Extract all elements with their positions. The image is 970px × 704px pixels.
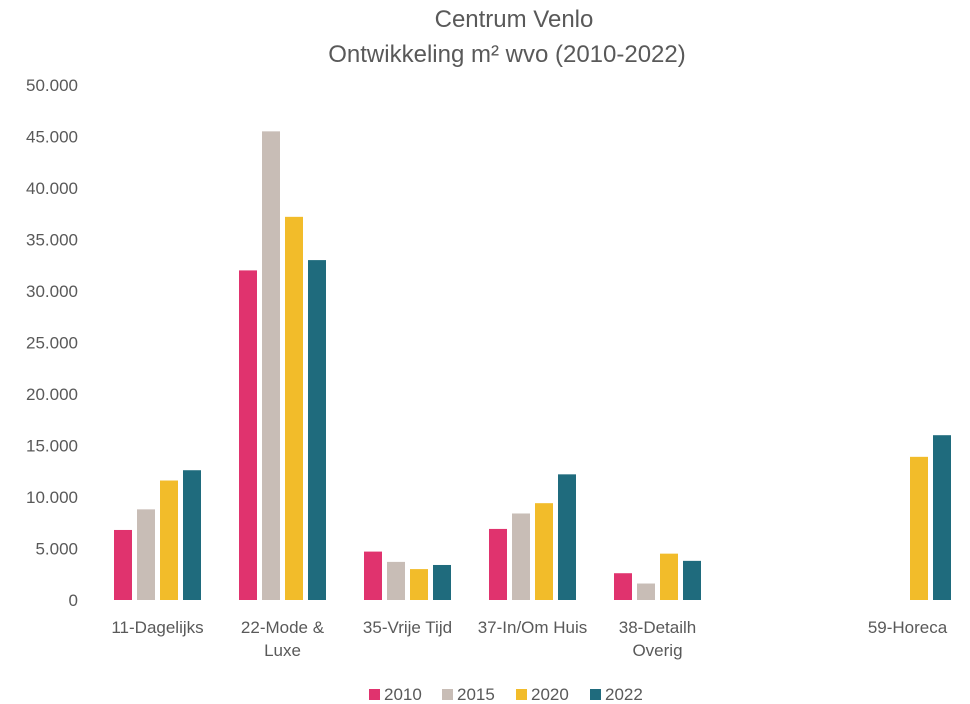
y-tick-label: 25.000 — [26, 334, 78, 353]
legend-swatch-2020 — [516, 689, 527, 700]
legend-label-2010: 2010 — [384, 685, 422, 704]
bar-2010 — [239, 270, 257, 600]
bar-2022 — [933, 435, 951, 600]
x-tick-label: 35-Vrije Tijd — [363, 618, 452, 637]
x-axis: 11-Dagelijks 22-Mode & Luxe 35-Vrije Tijd 37… — [111, 618, 947, 660]
legend-swatch-2022 — [590, 689, 601, 700]
chart-subtitle: Ontwikkeling m² wvo (2010-2022) — [328, 41, 685, 68]
x-tick-label: Luxe — [264, 641, 301, 660]
bar-2010 — [114, 529, 132, 600]
bar-2015 — [262, 131, 280, 600]
bar-2022 — [308, 260, 326, 600]
legend-swatch-2010 — [369, 689, 380, 700]
y-tick-label: 35.000 — [26, 231, 78, 250]
bar-2020 — [660, 553, 678, 600]
bar-2020 — [910, 456, 928, 600]
y-tick-label: 50.000 — [26, 76, 78, 95]
y-tick-label: 10.000 — [26, 488, 78, 507]
bar-2020 — [410, 569, 428, 600]
y-tick-label: 40.000 — [26, 179, 78, 198]
x-tick-label: 37-In/Om Huis — [478, 618, 588, 637]
bar-2020 — [285, 216, 303, 600]
y-tick-label: 0 — [69, 591, 78, 610]
x-tick-label: 59-Horeca — [868, 618, 948, 637]
bar-2010 — [489, 528, 507, 600]
bar-2022 — [558, 474, 576, 600]
x-tick-label: 11-Dagelijks — [111, 618, 203, 637]
legend-label-2022: 2022 — [605, 685, 643, 704]
legend-swatch-2015 — [442, 689, 453, 700]
bar-2020 — [535, 503, 553, 600]
y-tick-label: 20.000 — [26, 385, 78, 404]
bar-2015 — [387, 561, 405, 600]
x-tick-label: 22-Mode & — [241, 618, 325, 637]
x-tick-label: 38-Detailh — [619, 618, 697, 637]
bars — [114, 131, 951, 600]
bar-2015 — [637, 583, 655, 600]
y-tick-label: 5.000 — [35, 540, 78, 559]
bar-2020 — [160, 480, 178, 600]
bar-2015 — [137, 509, 155, 600]
y-axis: 0 5.000 10.000 15.000 20.000 25.000 30.000 35.0… — [26, 76, 78, 610]
bar-2022 — [683, 560, 701, 600]
bar-2015 — [512, 513, 530, 600]
bar-2010 — [614, 573, 632, 600]
x-tick-label: Overig — [632, 641, 682, 660]
y-tick-label: 45.000 — [26, 128, 78, 147]
chart-title: Centrum Venlo — [435, 6, 594, 33]
bar-2010 — [364, 551, 382, 600]
legend-label-2015: 2015 — [457, 685, 495, 704]
legend: 2010 2015 2020 2022 — [369, 685, 643, 704]
legend-label-2020: 2020 — [531, 685, 569, 704]
y-tick-label: 15.000 — [26, 437, 78, 456]
bar-2022 — [183, 470, 201, 600]
y-tick-label: 30.000 — [26, 282, 78, 301]
bar-2022 — [433, 564, 451, 600]
